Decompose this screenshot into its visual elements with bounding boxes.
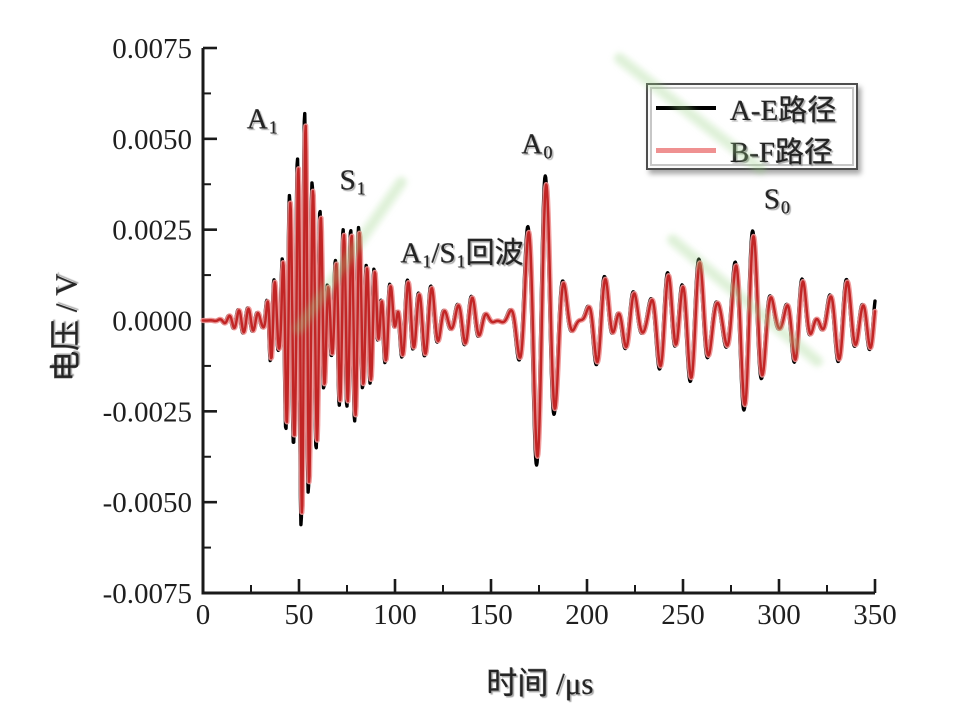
y-tick-label: 0.0050 [112, 124, 192, 156]
x-tick-label: 200 [565, 599, 609, 631]
y-tick-label: -0.0025 [103, 396, 192, 428]
x-tick-label: 50 [285, 599, 314, 631]
y-axis-label: 电压 / V [48, 273, 84, 382]
y-tick-label: 0.0025 [112, 215, 192, 247]
y-tick-label: -0.0075 [103, 578, 192, 610]
x-tick-label: 350 [853, 599, 897, 631]
x-tick-label: 100 [373, 599, 417, 631]
y-tick-label: 0.0000 [112, 306, 192, 338]
legend-label-b-f: B-F路径 [730, 137, 834, 169]
x-tick-label: 150 [469, 599, 513, 631]
x-tick-label: 300 [757, 599, 801, 631]
series-b-f-line [201, 124, 877, 514]
legend: A-E路径 B-F路径 [646, 83, 858, 170]
x-tick-label: 250 [661, 599, 705, 631]
x-axis-label: 时间 /μs [486, 666, 594, 701]
legend-label-a-e: A-E路径 [730, 95, 837, 127]
y-tick-label: 0.0075 [112, 33, 192, 65]
x-tick-label: 0 [196, 599, 211, 631]
legend-entry-a-e: A-E路径 [648, 87, 856, 129]
y-tick-label: -0.0050 [103, 487, 192, 519]
legend-line-b-f [656, 147, 716, 153]
legend-entry-b-f: B-F路径 [648, 129, 856, 171]
legend-line-a-e [656, 106, 716, 110]
